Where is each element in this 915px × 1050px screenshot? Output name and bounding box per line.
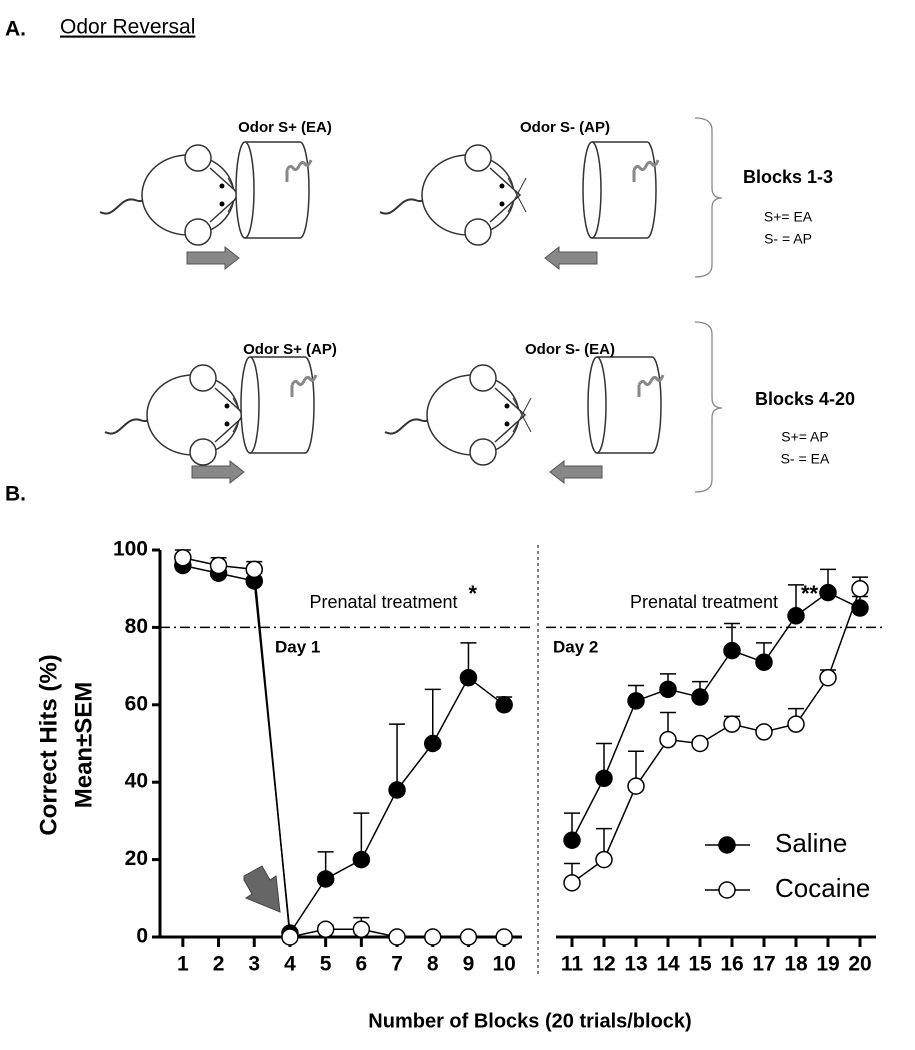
data-point	[851, 599, 869, 617]
x-tick-label: 8	[427, 953, 439, 976]
data-point	[659, 730, 677, 749]
x-tick-label: 14	[656, 953, 680, 976]
annotation: Prenatal treatment	[309, 592, 457, 612]
data-point	[851, 579, 869, 598]
y-axis-label: Mean±SEM	[70, 682, 97, 809]
data-point	[595, 769, 613, 788]
data-point	[209, 556, 228, 575]
data-point	[659, 680, 677, 699]
x-tick-label: 4	[284, 953, 296, 976]
x-tick-label: 3	[248, 953, 260, 976]
data-point	[424, 734, 442, 753]
x-tick-label: 7	[391, 953, 403, 976]
data-point	[563, 831, 581, 849]
x-tick-label: 9	[463, 953, 475, 976]
data-point	[459, 668, 478, 687]
x-tick-label: 6	[356, 953, 368, 976]
data-point	[245, 560, 263, 579]
significance: *	[469, 581, 478, 606]
data-point	[563, 874, 581, 892]
odor-label: Odor S+ (AP)	[243, 341, 337, 358]
panel-a-drawings	[99, 117, 723, 493]
day-label: Day 1	[275, 637, 320, 656]
data-point	[627, 692, 645, 710]
series-line	[571, 588, 861, 884]
error-bar	[389, 723, 406, 790]
x-tick-label: 2	[213, 953, 225, 976]
data-point	[316, 870, 335, 888]
series-line	[182, 557, 505, 938]
rule: S+= AP	[781, 429, 828, 445]
annotation: Prenatal treatment	[630, 592, 778, 612]
data-point	[627, 777, 645, 795]
data-point	[691, 734, 709, 753]
odor-label: Odor S- (EA)	[525, 341, 615, 358]
x-axis-label: Number of Blocks (20 trials/block)	[368, 1010, 691, 1032]
y-tick-label: 100	[113, 538, 148, 561]
y-axis-label: Correct Hits (%)	[35, 654, 62, 835]
data-point	[787, 715, 805, 733]
series-line	[571, 591, 861, 841]
rule: S- = EA	[781, 451, 830, 467]
data-point	[352, 850, 371, 869]
data-point	[495, 928, 513, 946]
y-tick-label: 60	[125, 692, 148, 715]
x-tick-label: 13	[624, 953, 647, 976]
data-point	[755, 723, 773, 741]
legend-label: Cocaine	[775, 873, 870, 903]
rule: S+= EA	[764, 209, 813, 225]
data-point	[723, 641, 741, 660]
arrow	[243, 865, 281, 913]
odor-label: Odor S+ (EA)	[238, 119, 332, 136]
panel-title: Odor Reversal	[60, 16, 195, 39]
x-tick-label: 11	[561, 953, 584, 976]
data-point	[174, 548, 192, 567]
y-tick-label: 20	[125, 847, 148, 870]
data-point	[424, 928, 442, 946]
blocks-label: Blocks 4-20	[755, 389, 855, 409]
data-point	[819, 583, 837, 602]
error-bar	[424, 688, 441, 744]
y-tick-label: 0	[136, 925, 148, 948]
x-tick-label: 10	[492, 953, 515, 976]
data-point	[459, 928, 478, 946]
data-point	[819, 668, 837, 687]
legend-label: Saline	[775, 828, 847, 858]
series-line	[182, 564, 505, 936]
blocks-label: Blocks 1-3	[743, 167, 833, 187]
odor-label: Odor S- (AP)	[520, 119, 610, 136]
panel-label: B.	[5, 483, 26, 506]
significance: **	[801, 581, 819, 606]
legend-marker	[718, 881, 736, 899]
rule: S- = AP	[764, 231, 812, 247]
data-point	[723, 715, 741, 733]
data-point	[316, 920, 335, 939]
data-point	[352, 920, 371, 939]
data-point	[691, 688, 709, 706]
panel-label: A.	[5, 18, 26, 41]
data-point	[595, 850, 613, 869]
x-tick-label: 20	[848, 953, 871, 976]
data-point	[755, 653, 773, 671]
x-tick-label: 17	[752, 953, 775, 976]
x-tick-label: 5	[320, 953, 332, 976]
data-point	[281, 928, 299, 946]
x-tick-label: 19	[816, 953, 839, 976]
x-tick-label: 12	[592, 953, 615, 976]
data-point	[388, 928, 406, 946]
legend-marker	[718, 836, 736, 854]
data-point	[787, 607, 805, 625]
y-tick-label: 80	[125, 615, 148, 638]
day-label: Day 2	[553, 637, 598, 656]
y-tick-label: 40	[125, 770, 148, 793]
x-tick-label: 18	[784, 953, 808, 976]
x-tick-label: 15	[688, 953, 712, 976]
data-point	[495, 696, 513, 714]
x-tick-label: 1	[177, 953, 189, 976]
data-point	[388, 781, 406, 799]
x-tick-label: 16	[720, 953, 743, 976]
